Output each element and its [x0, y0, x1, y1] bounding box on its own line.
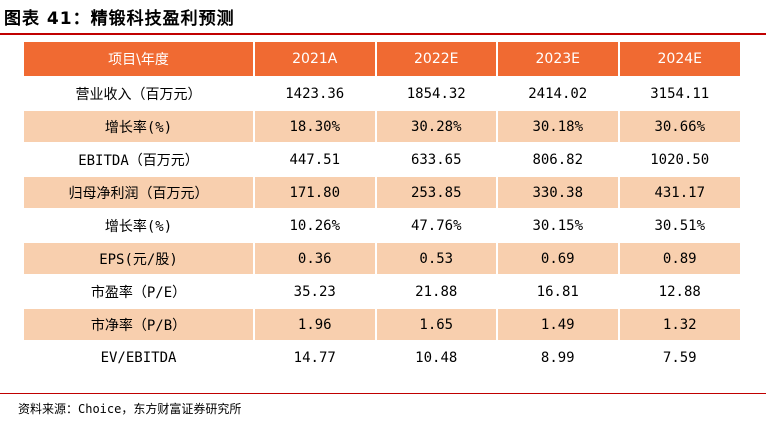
table-row: EV/EBITDA 14.77 10.48 8.99 7.59: [24, 340, 740, 373]
table-cell: 0.69: [497, 241, 620, 275]
table-cell: 633.65: [375, 142, 498, 176]
figure-title: 图表 41：精锻科技盈利预测: [4, 9, 235, 29]
header-2021a: 2021A: [254, 42, 377, 77]
row-label: EBITDA（百万元）: [24, 142, 255, 176]
row-label: 市盈率（P/E）: [24, 274, 255, 308]
table-cell: 21.88: [375, 274, 498, 308]
table-cell: 10.26%: [254, 208, 377, 242]
table-row: EBITDA（百万元） 447.51 633.65 806.82 1020.50: [24, 142, 740, 176]
title-rule: [0, 33, 766, 35]
table-cell: 7.59: [618, 340, 740, 373]
table-row: EPS(元/股) 0.36 0.53 0.69 0.89: [24, 241, 740, 275]
table-cell: 253.85: [375, 175, 498, 209]
table-cell: 447.51: [254, 142, 377, 176]
table-row: 市盈率（P/E） 35.23 21.88 16.81 12.88: [24, 274, 740, 308]
row-label: 营业收入（百万元）: [24, 76, 255, 110]
row-label: EV/EBITDA: [24, 340, 255, 373]
table-cell: 3154.11: [618, 76, 740, 110]
table-cell: 30.18%: [497, 109, 620, 143]
row-label: 市净率（P/B）: [24, 307, 255, 341]
table-row: 增长率(%) 10.26% 47.76% 30.15% 30.51%: [24, 208, 740, 242]
table-cell: 30.51%: [618, 208, 740, 242]
table-cell: 806.82: [497, 142, 620, 176]
table-cell: 10.48: [375, 340, 498, 373]
row-label: 增长率(%): [24, 208, 255, 242]
table-cell: 0.36: [254, 241, 377, 275]
table-cell: 171.80: [254, 175, 377, 209]
table-cell: 1.96: [254, 307, 377, 341]
row-label: 增长率(%): [24, 109, 255, 143]
table-cell: 330.38: [497, 175, 620, 209]
table-cell: 1854.32: [375, 76, 498, 110]
row-label: EPS(元/股): [24, 241, 255, 275]
table-cell: 1020.50: [618, 142, 740, 176]
table-row: 营业收入（百万元） 1423.36 1854.32 2414.02 3154.1…: [24, 76, 740, 110]
table-cell: 1.49: [497, 307, 620, 341]
table-cell: 35.23: [254, 274, 377, 308]
source-rule: [0, 393, 766, 394]
table-row: 市净率（P/B） 1.96 1.65 1.49 1.32: [24, 307, 740, 341]
table-cell: 47.76%: [375, 208, 498, 242]
table-cell: 30.15%: [497, 208, 620, 242]
table-cell: 1.32: [618, 307, 740, 341]
header-item-year: 项目\年度: [24, 42, 255, 77]
table-cell: 1.65: [375, 307, 498, 341]
table-cell: 14.77: [254, 340, 377, 373]
table-cell: 16.81: [497, 274, 620, 308]
table-row: 增长率(%) 18.30% 30.28% 30.18% 30.66%: [24, 109, 740, 143]
table-cell: 431.17: [618, 175, 740, 209]
header-2023e: 2023E: [497, 42, 620, 77]
table-cell: 12.88: [618, 274, 740, 308]
table-cell: 2414.02: [497, 76, 620, 110]
table-header-row: 项目\年度 2021A 2022E 2023E 2024E: [24, 42, 740, 77]
header-2022e: 2022E: [375, 42, 498, 77]
table-cell: 30.66%: [618, 109, 740, 143]
forecast-table: 项目\年度 2021A 2022E 2023E 2024E 营业收入（百万元） …: [24, 42, 740, 373]
header-2024e: 2024E: [618, 42, 740, 77]
row-label: 归母净利润（百万元）: [24, 175, 255, 209]
table-row: 归母净利润（百万元） 171.80 253.85 330.38 431.17: [24, 175, 740, 209]
source-note: 资料来源：Choice，东方财富证券研究所: [18, 402, 242, 416]
table-cell: 30.28%: [375, 109, 498, 143]
table-cell: 0.53: [375, 241, 498, 275]
table-cell: 1423.36: [254, 76, 377, 110]
table-cell: 18.30%: [254, 109, 377, 143]
table-cell: 0.89: [618, 241, 740, 275]
table-cell: 8.99: [497, 340, 620, 373]
